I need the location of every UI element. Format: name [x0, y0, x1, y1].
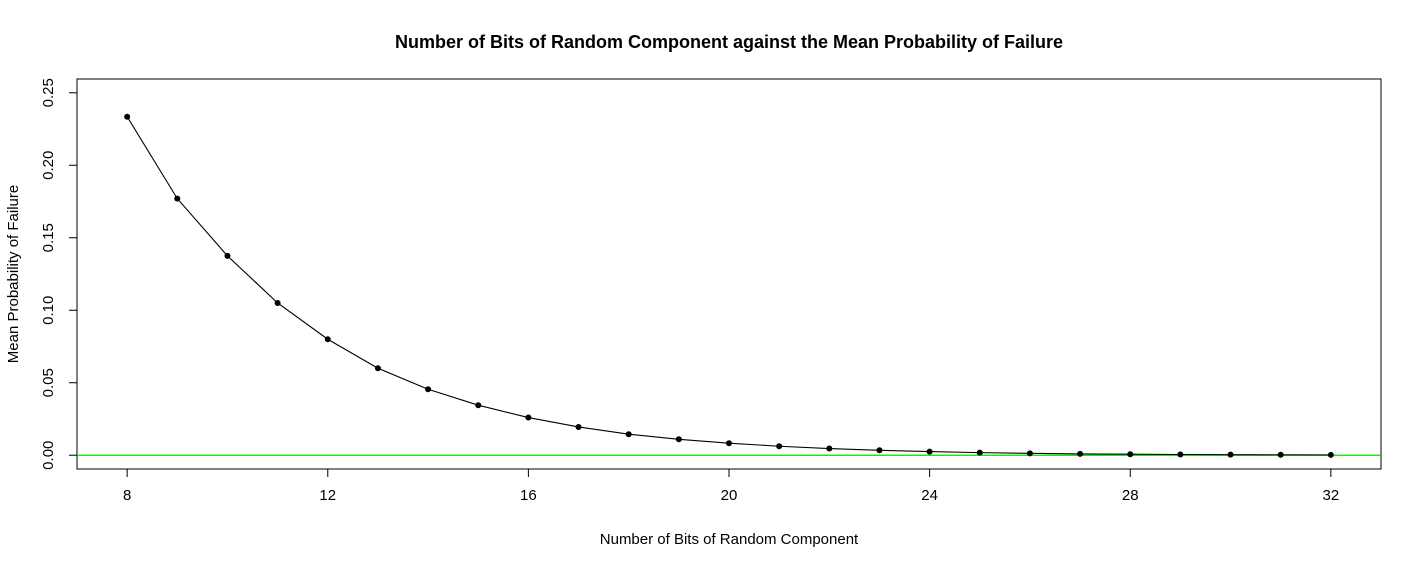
y-tick-label: 0.05: [40, 368, 57, 397]
y-tick-label: 0.10: [40, 296, 57, 325]
x-tick-label: 16: [520, 487, 537, 504]
x-tick-label: 28: [1122, 487, 1139, 504]
y-axis: 0.00 0.05 0.10 0.15 0.20 0.25: [40, 78, 78, 470]
data-point: [1177, 451, 1184, 458]
x-axis: 8 12 16 20 24 28 32: [123, 468, 1340, 504]
data-point: [425, 386, 432, 393]
x-tick-label: 24: [921, 487, 938, 504]
data-points: [124, 113, 1334, 458]
data-point: [274, 299, 281, 306]
data-point: [1127, 451, 1134, 458]
chart-title: Number of Bits of Random Component again…: [395, 32, 1063, 52]
y-tick-label: 0.20: [40, 151, 57, 180]
plot-box: [76, 78, 1382, 470]
data-point: [1077, 450, 1084, 457]
data-point: [224, 252, 231, 259]
data-point: [575, 423, 582, 430]
x-tick-label: 12: [319, 487, 336, 504]
y-tick-label: 0.15: [40, 223, 57, 252]
data-point: [374, 365, 381, 372]
data-point: [1227, 451, 1234, 458]
data-point: [976, 449, 983, 456]
data-point: [926, 448, 933, 455]
data-point: [625, 431, 632, 438]
data-point: [1277, 451, 1284, 458]
data-point: [726, 440, 732, 447]
data-point: [675, 436, 682, 443]
x-tick-label: 8: [123, 487, 131, 504]
data-point: [174, 195, 181, 202]
data-point: [1327, 451, 1334, 458]
series-line: [126, 116, 1331, 456]
data-point: [324, 336, 331, 343]
y-tick-label: 0.00: [40, 441, 57, 470]
data-point: [876, 447, 883, 454]
data-point: [826, 445, 833, 452]
data-point: [525, 414, 532, 421]
data-point: [475, 402, 482, 409]
data-point: [124, 113, 131, 120]
data-point: [1026, 450, 1033, 457]
y-tick-label: 0.25: [40, 78, 57, 107]
x-axis-label: Number of Bits of Random Component: [600, 531, 859, 548]
data-point: [776, 443, 783, 450]
x-tick-label: 20: [721, 487, 738, 504]
y-axis-label: Mean Probability of Failure: [5, 185, 22, 363]
x-tick-label: 32: [1323, 487, 1340, 504]
